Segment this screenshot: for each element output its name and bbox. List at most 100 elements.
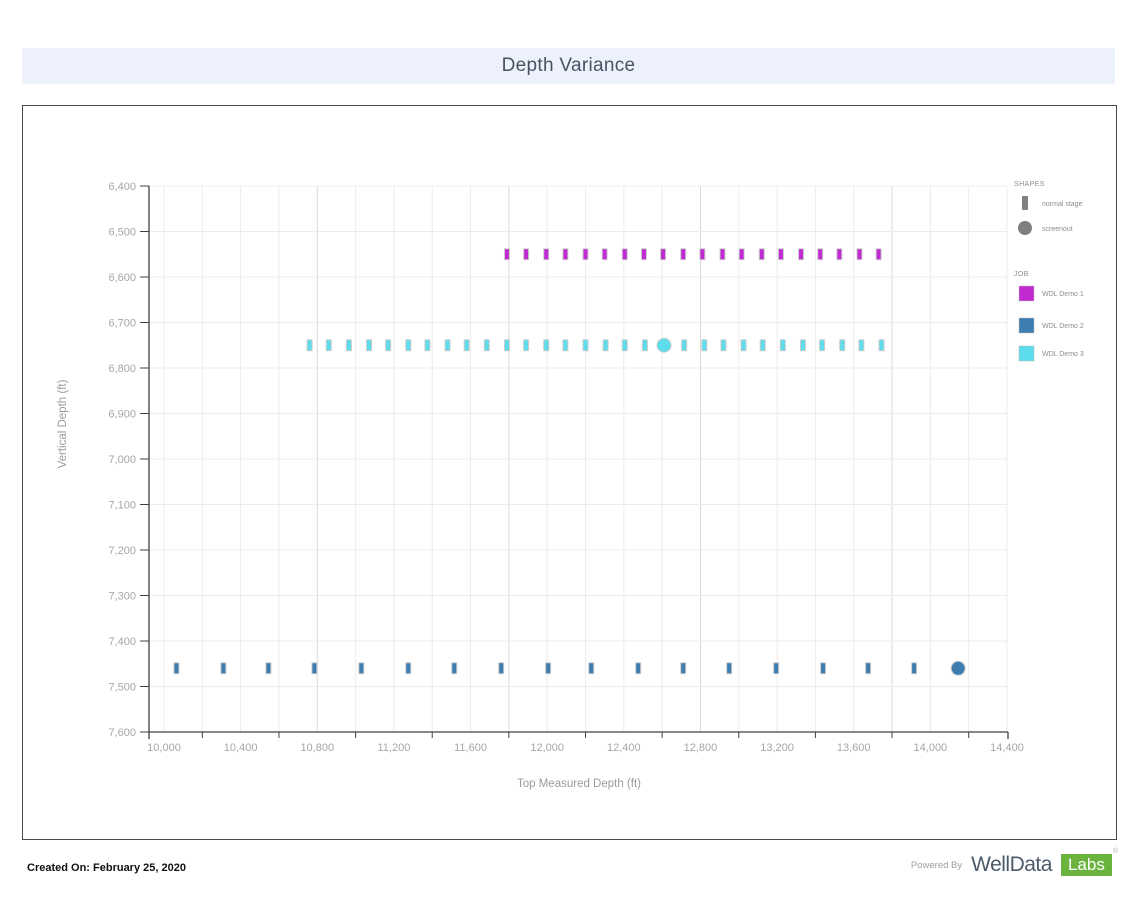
stage-marker[interactable] — [773, 662, 780, 675]
x-tick-label: 14,400 — [990, 742, 1024, 754]
registered-mark: ® — [1112, 848, 1118, 855]
y-tick-label: 7,600 — [108, 727, 136, 739]
stage-marker[interactable] — [562, 248, 569, 261]
stage-marker[interactable] — [582, 248, 589, 261]
stage-marker[interactable] — [588, 662, 595, 675]
stage-marker[interactable] — [621, 248, 628, 261]
legend-job-label: WDL Demo 1 — [1042, 291, 1084, 298]
stage-marker[interactable] — [405, 662, 412, 675]
y-tick-label: 6,500 — [108, 227, 136, 239]
y-axis-title: Vertical Depth (ft) — [57, 379, 69, 468]
stage-marker[interactable] — [719, 248, 726, 261]
stage-marker[interactable] — [345, 339, 352, 352]
stage-marker[interactable] — [306, 339, 313, 352]
stage-marker[interactable] — [856, 248, 863, 261]
stage-marker[interactable] — [660, 248, 667, 261]
x-tick-label: 12,400 — [607, 742, 641, 754]
stage-marker[interactable] — [817, 248, 824, 261]
stage-marker[interactable] — [726, 662, 733, 675]
stage-marker[interactable] — [444, 339, 451, 352]
stage-marker[interactable] — [503, 248, 510, 261]
stage-marker[interactable] — [699, 248, 706, 261]
stage-marker[interactable] — [265, 662, 272, 675]
legend-screenout-icon — [1018, 221, 1032, 235]
stage-marker[interactable] — [759, 339, 766, 352]
stage-marker[interactable] — [621, 339, 628, 352]
stage-marker[interactable] — [325, 339, 332, 352]
stage-marker[interactable] — [523, 248, 530, 261]
stage-marker[interactable] — [451, 662, 458, 675]
stage-marker[interactable] — [911, 662, 918, 675]
legend-job-title: JOB — [1014, 271, 1029, 278]
stage-marker[interactable] — [820, 662, 827, 675]
stage-marker[interactable] — [819, 339, 826, 352]
x-tick-label: 12,000 — [530, 742, 564, 754]
stage-marker[interactable] — [173, 662, 180, 675]
stage-marker[interactable] — [738, 248, 745, 261]
y-tick-label: 7,300 — [108, 591, 136, 603]
stage-marker[interactable] — [385, 339, 392, 352]
stage-marker[interactable] — [523, 339, 530, 352]
stage-marker[interactable] — [562, 339, 569, 352]
y-tick-label: 7,200 — [108, 545, 136, 557]
x-tick-label: 14,000 — [914, 742, 948, 754]
legend-job-label: WDL Demo 2 — [1042, 323, 1084, 330]
stage-marker[interactable] — [875, 248, 882, 261]
stage-marker[interactable] — [545, 662, 552, 675]
stage-marker[interactable] — [602, 339, 609, 352]
stage-marker[interactable] — [483, 339, 490, 352]
stage-marker[interactable] — [777, 248, 784, 261]
y-tick-label: 6,600 — [108, 272, 136, 284]
stage-marker[interactable] — [839, 339, 846, 352]
legend-screenout-label: screenout — [1042, 226, 1073, 233]
x-axis-title: Top Measured Depth (ft) — [517, 778, 641, 790]
stage-marker[interactable] — [640, 248, 647, 261]
stage-marker[interactable] — [543, 339, 550, 352]
y-tick-label: 7,000 — [108, 454, 136, 466]
stage-marker[interactable] — [503, 339, 510, 352]
stage-marker[interactable] — [720, 339, 727, 352]
stage-marker[interactable] — [681, 339, 688, 352]
x-tick-label: 10,800 — [300, 742, 334, 754]
stage-marker[interactable] — [424, 339, 431, 352]
stage-marker[interactable] — [858, 339, 865, 352]
y-tick-label: 7,500 — [108, 682, 136, 694]
stage-marker[interactable] — [463, 339, 470, 352]
stage-marker[interactable] — [358, 662, 365, 675]
stage-marker[interactable] — [878, 339, 885, 352]
stage-marker[interactable] — [641, 339, 648, 352]
stage-marker[interactable] — [701, 339, 708, 352]
stage-marker[interactable] — [601, 248, 608, 261]
stage-marker[interactable] — [582, 339, 589, 352]
brand-footer: Powered By WellData Labs® — [910, 848, 1118, 880]
y-tick-label: 6,400 — [108, 181, 136, 193]
stage-marker[interactable] — [836, 248, 843, 261]
stage-marker[interactable] — [366, 339, 373, 352]
x-tick-label: 12,800 — [684, 742, 718, 754]
stage-marker[interactable] — [498, 662, 505, 675]
y-tick-label: 6,700 — [108, 318, 136, 330]
stage-marker[interactable] — [799, 339, 806, 352]
y-tick-label: 6,900 — [108, 409, 136, 421]
depth-variance-chart: 6,400 6,500 6,600 6,700 6,800 6,900 7,000 7,100… — [57, 181, 1084, 790]
stage-marker[interactable] — [680, 248, 687, 261]
stage-marker[interactable] — [798, 248, 805, 261]
stage-marker[interactable] — [740, 339, 747, 352]
screenout-marker[interactable] — [950, 660, 966, 676]
stage-marker[interactable] — [779, 339, 786, 352]
stage-marker[interactable] — [680, 662, 687, 675]
stage-marker[interactable] — [220, 662, 227, 675]
legend-normal-stage-label: normal stage — [1042, 201, 1083, 208]
stage-marker[interactable] — [405, 339, 412, 352]
stage-marker[interactable] — [865, 662, 872, 675]
created-on-text: Created On: February 25, 2020 — [27, 862, 186, 874]
screenout-marker[interactable] — [656, 337, 672, 353]
stage-marker[interactable] — [635, 662, 642, 675]
stage-marker[interactable] — [758, 248, 765, 261]
stage-marker[interactable] — [543, 248, 550, 261]
chart-container: 6,400 6,500 6,600 6,700 6,800 6,900 7,000 7,100… — [22, 105, 1117, 840]
chart-title-bar: Depth Variance — [22, 48, 1115, 84]
x-tick-label: 10,000 — [147, 742, 181, 754]
powered-by-text: Powered By — [910, 859, 963, 871]
stage-marker[interactable] — [311, 662, 318, 675]
